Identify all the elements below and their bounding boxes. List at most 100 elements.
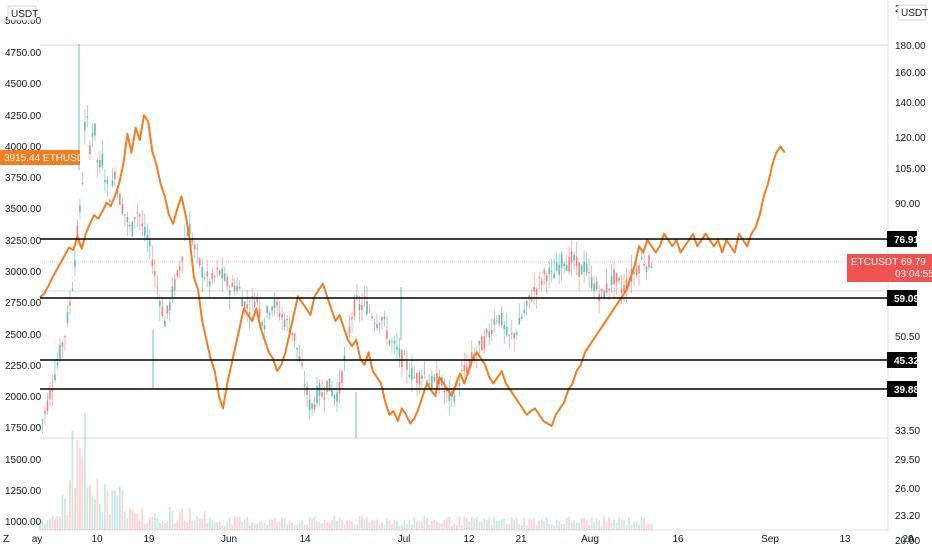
candle-body — [268, 313, 271, 315]
left-tick-label: 3000.00 — [5, 267, 42, 278]
candle-body — [251, 296, 254, 299]
volume-bar — [218, 521, 221, 530]
volume-bar — [540, 518, 543, 530]
candle-body — [633, 271, 635, 275]
right-price-axis[interactable]: 210.00180.00160.00140.00120.00105.0090.0… — [895, 4, 928, 547]
volume-bar — [133, 513, 136, 530]
volume-bar — [396, 520, 398, 530]
volume-bar — [226, 521, 229, 530]
candle-body — [231, 283, 234, 287]
volume-bar — [388, 520, 391, 530]
volume-bar — [151, 516, 154, 530]
volume-bar — [543, 521, 546, 530]
volume-bar — [266, 524, 269, 530]
volume-bar — [470, 516, 473, 530]
candle-body — [468, 359, 471, 363]
candle-body — [196, 248, 199, 250]
left-tick-label: 1000.00 — [5, 517, 42, 528]
volume-bar — [635, 521, 638, 530]
volume-bar — [251, 522, 254, 530]
volume-bar — [143, 523, 146, 530]
volume-bar — [59, 516, 61, 530]
volume-bar — [278, 521, 281, 530]
volume-bar — [408, 519, 411, 530]
candle-body — [530, 299, 533, 302]
candle-body — [156, 287, 159, 289]
volume-bar — [438, 522, 441, 530]
volume-bar — [208, 517, 211, 530]
volume-bar — [183, 520, 186, 530]
candle-body — [243, 301, 246, 311]
volume-bar — [271, 519, 274, 530]
level-label: 76.91 — [894, 235, 919, 246]
x-tick-label: ay — [32, 534, 43, 545]
x-tick-label: 21 — [515, 534, 527, 545]
left-tick-label: 2750.00 — [5, 298, 42, 309]
volume-bar — [223, 525, 226, 530]
candle-body — [258, 309, 261, 318]
volume-bar — [598, 520, 601, 530]
candle-body — [296, 347, 298, 350]
candle-body — [343, 355, 346, 360]
x-tick-label: 12 — [463, 534, 475, 545]
left-tick-label: 3750.00 — [5, 173, 42, 184]
volume-bar — [353, 524, 356, 530]
etcusdt-price-badge — [847, 254, 932, 282]
volume-bar — [116, 495, 119, 530]
support-resistance-levels: 76.91 59.09 45.32 39.88 — [40, 231, 919, 397]
candle-body — [46, 400, 49, 411]
candle-body — [221, 268, 224, 279]
volume-bar — [81, 456, 84, 530]
candle-body — [131, 222, 134, 237]
candle-body — [163, 320, 166, 327]
volume-bar — [620, 518, 623, 530]
volume-bar — [198, 517, 201, 530]
candle-body — [351, 316, 353, 320]
candle-body — [106, 179, 109, 184]
candle-body — [605, 283, 608, 294]
volume-bar — [176, 520, 179, 530]
time-axis[interactable]: ay 10 19 Jun 14 Jul 12 21 Aug 16 Sep 13 20 Z A — [3, 534, 915, 545]
volume-bar — [321, 523, 323, 530]
candle-body — [208, 280, 211, 287]
volume-bar — [508, 524, 511, 530]
volume-bar — [483, 519, 486, 530]
candle-body — [430, 375, 433, 389]
candle-body — [171, 286, 174, 298]
right-tick-label: 180.00 — [895, 41, 926, 52]
volume-bar — [523, 517, 526, 530]
x-tick-label: 10 — [91, 534, 103, 545]
right-unit-box — [897, 4, 927, 21]
level-label: 45.32 — [894, 356, 919, 367]
candle-body — [418, 373, 421, 385]
volume-bar — [565, 517, 568, 530]
candle-body — [216, 267, 219, 270]
candle-body — [193, 244, 196, 249]
candle-body — [465, 366, 468, 373]
x-tick-label: Sep — [761, 534, 779, 545]
left-unit-box — [7, 5, 37, 21]
volume-bar — [595, 518, 598, 530]
volume-bar — [558, 521, 561, 530]
etc-candles — [39, 44, 653, 438]
candle-body — [643, 263, 645, 266]
candle-body — [173, 279, 176, 291]
candle-body — [525, 300, 528, 307]
candle-body — [211, 273, 214, 280]
candle-body — [503, 324, 506, 330]
candle-body — [553, 273, 556, 279]
volume-bar — [393, 520, 396, 530]
volume-bar — [126, 518, 129, 530]
volume-bar — [376, 519, 378, 530]
right-tick-label: 140.00 — [895, 98, 926, 109]
volume-bar — [420, 522, 423, 530]
candle-body — [238, 287, 241, 289]
volume-bar — [283, 517, 286, 530]
volume-bar — [256, 523, 259, 530]
volume-bar — [513, 519, 516, 530]
candle-body — [74, 260, 76, 267]
volume-bar — [243, 519, 246, 530]
volume-bar — [241, 521, 244, 530]
candle-body — [453, 395, 456, 402]
volume-bar — [213, 522, 216, 530]
